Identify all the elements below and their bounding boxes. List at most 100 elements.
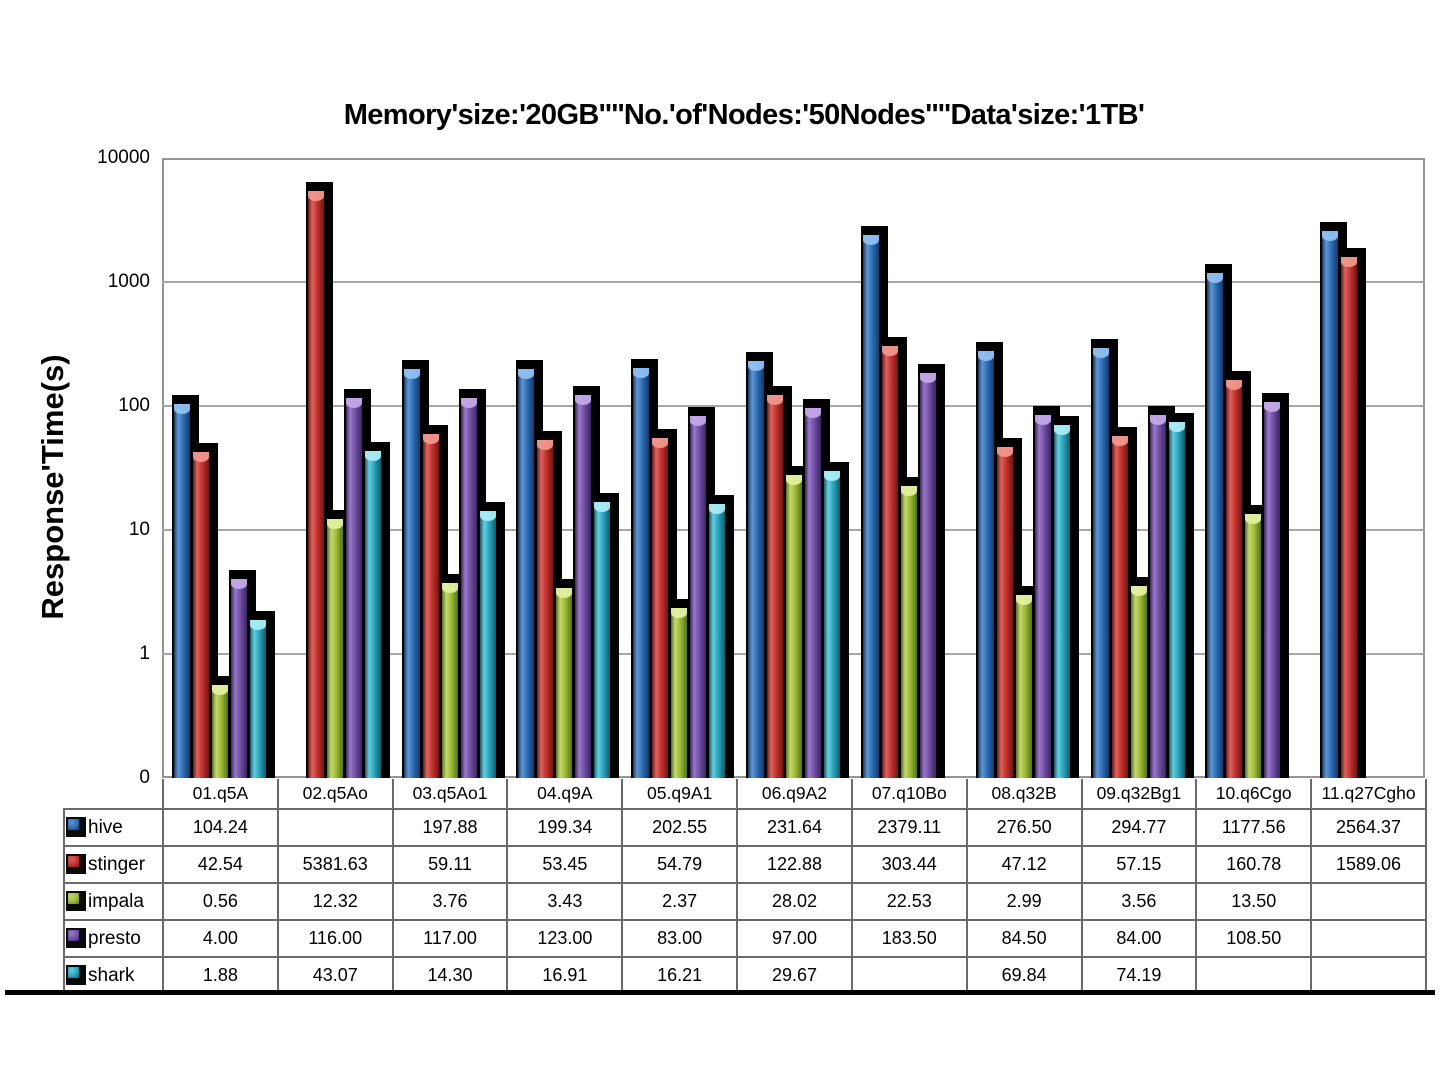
category-label-02.q5Ao: 02.q5Ao bbox=[276, 779, 394, 810]
bar-impala-07.q10Bo bbox=[900, 486, 917, 778]
bar-stinger-04.q9A bbox=[537, 439, 554, 778]
bar-hive-03.q5Ao1 bbox=[403, 369, 420, 778]
value-shark-07.q10Bo bbox=[850, 956, 968, 995]
bar-cap bbox=[919, 373, 936, 384]
bar-hive-04.q9A bbox=[518, 368, 535, 778]
value-stinger-05.q9A1: 54.79 bbox=[621, 845, 739, 884]
value-impala-06.q9A2: 28.02 bbox=[736, 882, 853, 921]
bar-stinger-07.q10Bo bbox=[881, 346, 898, 778]
value-hive-06.q9A2: 231.64 bbox=[736, 808, 853, 847]
bar-impala-04.q9A bbox=[556, 587, 573, 778]
category-label-04.q9A: 04.q9A bbox=[506, 779, 624, 810]
bar-cap bbox=[862, 235, 879, 246]
gridline bbox=[162, 281, 1425, 283]
bar-stinger-01.q5A bbox=[193, 452, 209, 778]
value-presto-10.q6Cgo: 108.50 bbox=[1195, 919, 1313, 958]
value-shark-11.q27Cgho bbox=[1310, 956, 1427, 995]
y-tick-label: 10 bbox=[128, 519, 150, 540]
value-stinger-04.q9A: 53.45 bbox=[506, 845, 624, 884]
value-stinger-10.q6Cgo: 160.78 bbox=[1195, 845, 1313, 884]
category-label-09.q32Bg1: 09.q32Bg1 bbox=[1080, 779, 1198, 810]
value-impala-08.q32B: 2.99 bbox=[965, 882, 1083, 921]
bar-shark-05.q9A1 bbox=[709, 503, 726, 778]
bar-hive-07.q10Bo bbox=[862, 235, 879, 778]
value-hive-10.q6Cgo: 1177.56 bbox=[1195, 808, 1313, 847]
bar-cap bbox=[633, 367, 650, 378]
category-label-08.q32B: 08.q32B bbox=[965, 779, 1083, 810]
bar-impala-03.q5Ao1 bbox=[441, 582, 458, 778]
bar-cap bbox=[824, 471, 841, 482]
bar-cap bbox=[193, 452, 209, 463]
value-shark-01.q5A: 1.88 bbox=[162, 956, 279, 995]
legend-label-impala: impala bbox=[63, 882, 164, 921]
category-label-11.q27Cgho: 11.q27Cgho bbox=[1310, 779, 1427, 810]
bar-hive-05.q9A1 bbox=[633, 367, 650, 778]
value-shark-02.q5Ao: 43.07 bbox=[276, 956, 394, 995]
y-tick-label: 100 bbox=[118, 395, 150, 416]
value-shark-03.q5Ao1: 14.30 bbox=[391, 956, 509, 995]
value-impala-02.q5Ao: 12.32 bbox=[276, 882, 394, 921]
bar-hive-10.q6Cgo bbox=[1207, 273, 1224, 778]
bar-cap bbox=[977, 351, 994, 362]
value-hive-02.q5Ao bbox=[276, 808, 394, 847]
value-stinger-02.q5Ao: 5381.63 bbox=[276, 845, 394, 884]
bar-shark-09.q32Bg1 bbox=[1168, 422, 1185, 778]
bar-shark-03.q5Ao1 bbox=[479, 510, 496, 778]
category-header-row: 01.q5A 02.q5Ao 03.q5Ao1 04.q9A 05.q9A1 06.q9A… bbox=[64, 779, 1427, 810]
bar-cap bbox=[403, 369, 420, 380]
value-presto-04.q9A: 123.00 bbox=[506, 919, 624, 958]
bar-presto-03.q5Ao1 bbox=[460, 397, 477, 778]
value-hive-07.q10Bo: 2379.11 bbox=[850, 808, 968, 847]
bar-cap bbox=[441, 582, 458, 593]
plot-area bbox=[162, 158, 1425, 778]
bar-presto-09.q32Bg1 bbox=[1149, 415, 1166, 778]
value-stinger-09.q32Bg1: 57.15 bbox=[1080, 845, 1198, 884]
value-stinger-08.q32B: 47.12 bbox=[965, 845, 1083, 884]
value-presto-11.q27Cgho bbox=[1310, 919, 1427, 958]
bar-presto-05.q9A1 bbox=[690, 416, 707, 778]
bar-cap bbox=[460, 397, 477, 408]
bar-stinger-06.q9A2 bbox=[767, 394, 784, 778]
bar-presto-02.q5Ao bbox=[345, 398, 362, 778]
value-hive-09.q32Bg1: 294.77 bbox=[1080, 808, 1198, 847]
bar-cap bbox=[1207, 273, 1224, 284]
plot-border-top bbox=[162, 158, 1425, 160]
bar-cap bbox=[556, 587, 573, 598]
value-stinger-07.q10Bo: 303.44 bbox=[850, 845, 968, 884]
bar-cap bbox=[1111, 436, 1128, 447]
bar-cap bbox=[1226, 380, 1243, 391]
bar-cap bbox=[212, 685, 228, 696]
series-row-shark: shark 1.88 43.07 14.30 16.91 16.21 29.67 69.84 7… bbox=[63, 956, 1427, 995]
bar-cap bbox=[479, 510, 496, 521]
bar-impala-08.q32B bbox=[1015, 595, 1032, 778]
value-presto-08.q32B: 84.50 bbox=[965, 919, 1083, 958]
bar-cap bbox=[652, 438, 669, 449]
bar-cap bbox=[1168, 422, 1185, 433]
bar-stinger-11.q27Cgho bbox=[1341, 257, 1358, 778]
plot-border-left bbox=[162, 158, 164, 778]
value-impala-04.q9A: 3.43 bbox=[506, 882, 624, 921]
bar-shark-01.q5A bbox=[250, 620, 266, 778]
legend-swatch-color-stinger bbox=[68, 855, 79, 867]
value-impala-05.q9A1: 2.37 bbox=[621, 882, 739, 921]
value-hive-03.q5Ao1: 197.88 bbox=[391, 808, 509, 847]
bar-hive-08.q32B bbox=[977, 351, 994, 778]
bar-presto-08.q32B bbox=[1034, 415, 1051, 778]
bar-cap bbox=[1034, 415, 1051, 426]
value-presto-05.q9A1: 83.00 bbox=[621, 919, 739, 958]
y-axis-label: Response'Time(s) bbox=[35, 354, 70, 620]
bar-hive-01.q5A bbox=[174, 403, 190, 778]
value-impala-07.q10Bo: 22.53 bbox=[850, 882, 968, 921]
bar-cap bbox=[767, 394, 784, 405]
series-name-stinger: stinger bbox=[88, 853, 146, 875]
bar-impala-02.q5Ao bbox=[326, 518, 343, 778]
chart-title: Memory'size:'20GB''''No.'of'Nodes:'50Nod… bbox=[343, 99, 1145, 131]
value-presto-02.q5Ao: 116.00 bbox=[276, 919, 394, 958]
bar-cap bbox=[1322, 231, 1339, 242]
legend-label-presto: presto bbox=[63, 919, 164, 958]
bar-cap bbox=[805, 407, 822, 418]
bar-shark-06.q9A2 bbox=[824, 471, 841, 778]
value-impala-03.q5Ao1: 3.76 bbox=[391, 882, 509, 921]
bar-cap bbox=[1149, 415, 1166, 426]
legend-swatch-color-impala bbox=[68, 892, 79, 904]
